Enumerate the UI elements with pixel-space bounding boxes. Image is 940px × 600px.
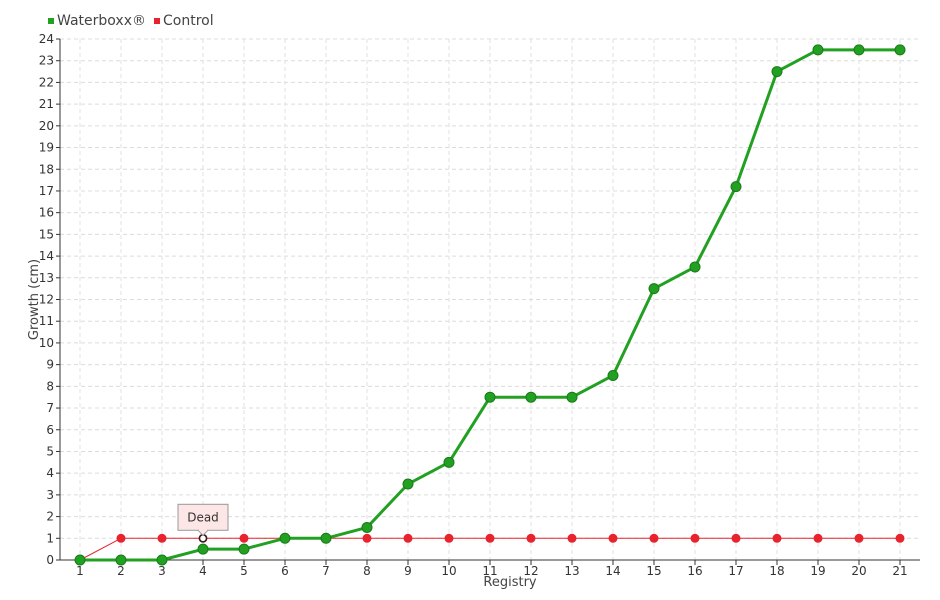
data-point-waterboxx xyxy=(156,554,168,566)
data-point-waterboxx xyxy=(361,521,373,533)
data-point-control xyxy=(649,533,659,543)
y-tick-label: 2 xyxy=(46,510,54,524)
annotation-box xyxy=(177,503,229,531)
x-tick-label: 5 xyxy=(240,564,248,578)
y-tick-label: 18 xyxy=(39,162,54,176)
chart-legend: Waterboxx® Control xyxy=(48,13,214,29)
data-point-control xyxy=(813,533,823,543)
x-tick-label: 8 xyxy=(363,564,371,578)
y-axis-title: Growth (cm) xyxy=(27,259,42,340)
y-tick-label: 20 xyxy=(39,119,54,133)
y-tick-label: 12 xyxy=(39,293,54,307)
data-point-control xyxy=(485,533,495,543)
data-point-waterboxx xyxy=(771,66,783,78)
x-tick-label: 17 xyxy=(728,564,743,578)
y-tick-label: 6 xyxy=(46,423,54,437)
data-point-waterboxx xyxy=(115,554,127,566)
x-tick-label: 4 xyxy=(199,564,207,578)
x-tick-label: 11 xyxy=(482,564,497,578)
y-tick-label: 10 xyxy=(39,336,54,350)
data-point-control xyxy=(895,533,905,543)
data-point-control xyxy=(690,533,700,543)
legend-item-control[interactable]: Control xyxy=(153,13,214,29)
data-point-waterboxx xyxy=(74,554,86,566)
y-tick-label: 16 xyxy=(39,206,54,220)
data-point-waterboxx xyxy=(525,391,537,403)
data-point-waterboxx xyxy=(197,543,209,555)
x-tick-label: 3 xyxy=(158,564,166,578)
data-point-control xyxy=(567,533,577,543)
data-point-waterboxx xyxy=(238,543,250,555)
data-point-control xyxy=(116,533,126,543)
data-point-control xyxy=(772,533,782,543)
y-tick-label: 23 xyxy=(39,54,54,68)
data-point-waterboxx xyxy=(402,478,414,490)
legend-item-waterboxx[interactable]: Waterboxx® xyxy=(48,13,146,29)
annotation-pointer xyxy=(197,529,209,536)
y-tick-label: 8 xyxy=(46,379,54,393)
data-point-control xyxy=(731,533,741,543)
data-point-waterboxx xyxy=(279,532,291,544)
y-tick-label: 22 xyxy=(39,75,54,89)
data-point-waterboxx xyxy=(894,44,906,56)
annotation-label: Dead xyxy=(187,510,219,524)
y-tick-label: 11 xyxy=(39,314,54,328)
y-tick-label: 21 xyxy=(39,97,54,111)
x-tick-label: 18 xyxy=(769,564,784,578)
y-tick-label: 7 xyxy=(46,401,54,415)
y-tick-label: 3 xyxy=(46,488,54,502)
y-tick-label: 0 xyxy=(46,553,54,567)
annotation-dead: Dead xyxy=(177,503,229,543)
legend-swatch-waterboxx xyxy=(48,18,54,24)
data-point-waterboxx xyxy=(648,283,660,295)
x-tick-label: 1 xyxy=(76,564,84,578)
data-point-control xyxy=(157,533,167,543)
x-tick-label: 15 xyxy=(646,564,661,578)
data-point-control xyxy=(854,533,864,543)
y-tick-label: 1 xyxy=(46,531,54,545)
y-tick-label: 9 xyxy=(46,358,54,372)
data-point-waterboxx xyxy=(812,44,824,56)
y-tick-label: 17 xyxy=(39,184,54,198)
data-point-waterboxx xyxy=(484,391,496,403)
y-tick-label: 13 xyxy=(39,271,54,285)
y-tick-label: 19 xyxy=(39,141,54,155)
x-tick-label: 14 xyxy=(605,564,620,578)
y-tick-label: 14 xyxy=(39,249,54,263)
legend-label-waterboxx: Waterboxx® xyxy=(57,13,146,29)
data-point-control xyxy=(239,533,249,543)
data-point-control xyxy=(526,533,536,543)
data-point-control xyxy=(444,533,454,543)
legend-swatch-control xyxy=(153,18,160,24)
data-point-control xyxy=(362,533,372,543)
x-tick-label: 2 xyxy=(117,564,125,578)
data-point-waterboxx xyxy=(689,261,701,273)
y-tick-label: 24 xyxy=(39,32,54,46)
x-tick-label: 7 xyxy=(322,564,330,578)
data-point-waterboxx xyxy=(566,391,578,403)
y-tick-label: 15 xyxy=(39,227,54,241)
x-tick-label: 12 xyxy=(523,564,538,578)
legend-label-control: Control xyxy=(162,13,214,29)
x-tick-label: 10 xyxy=(441,564,456,578)
x-tick-label: 9 xyxy=(404,564,412,578)
data-point-control xyxy=(608,533,618,543)
data-point-waterboxx xyxy=(320,532,332,544)
x-tick-label: 6 xyxy=(281,564,289,578)
x-tick-label: 21 xyxy=(892,564,907,578)
x-tick-label: 20 xyxy=(851,564,866,578)
data-point-waterboxx xyxy=(730,181,742,193)
data-point-control xyxy=(403,533,413,543)
y-tick-label: 5 xyxy=(46,444,54,458)
x-axis-title: Registry xyxy=(483,575,537,590)
x-tick-label: 19 xyxy=(810,564,825,578)
y-tick-label: 4 xyxy=(46,466,54,480)
data-point-waterboxx xyxy=(443,456,455,468)
data-point-waterboxx xyxy=(607,369,619,381)
x-tick-label: 16 xyxy=(687,564,702,578)
x-tick-label: 13 xyxy=(564,564,579,578)
data-point-waterboxx xyxy=(853,44,865,56)
